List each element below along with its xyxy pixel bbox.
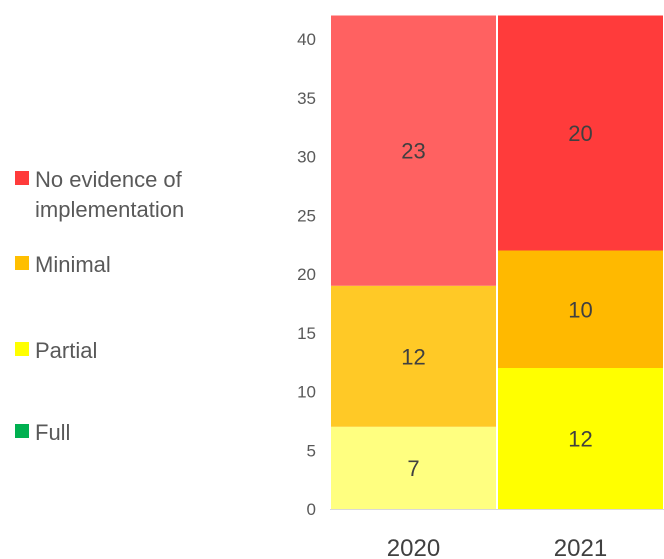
legend-swatch-partial [15, 342, 29, 356]
y-tick-label: 30 [297, 148, 316, 167]
legend-swatch-minimal [15, 256, 29, 270]
legend-label-minimal: Minimal [35, 252, 111, 277]
legend-swatch-full [15, 424, 29, 438]
legend-label-no-evidence: No evidence of implementation [35, 167, 185, 222]
x-category-label: 2020 [387, 535, 440, 559]
bar-segment [498, 250, 663, 368]
legend-label-full: Full [35, 420, 71, 445]
data-label: 12 [401, 344, 425, 369]
y-tick-label: 5 [307, 441, 316, 460]
x-category-label: 2021 [554, 535, 607, 559]
bar-segment [331, 426, 496, 509]
data-label: 12 [568, 427, 592, 452]
y-tick-label: 40 [297, 30, 316, 49]
legend-swatch-no-evidence [15, 171, 29, 185]
data-label: 7 [407, 456, 419, 481]
legend-item-partial: Partial [15, 336, 245, 366]
data-label: 23 [401, 139, 425, 164]
legend-item-no-evidence: No evidence of implementation [15, 165, 245, 225]
legend-item-minimal: Minimal [15, 250, 245, 280]
legend-label-partial: Partial [35, 338, 98, 363]
y-tick-label: 0 [307, 500, 316, 519]
legend-item-full: Full [15, 418, 245, 448]
bar-segment [498, 15, 663, 251]
y-tick-label: 25 [297, 206, 316, 225]
y-tick-label: 35 [297, 89, 316, 108]
data-label: 10 [568, 297, 592, 322]
bar-segment [331, 15, 496, 286]
bar-segment [498, 368, 663, 509]
bar-segment [331, 285, 496, 427]
y-tick-label: 20 [297, 265, 316, 284]
y-tick-label: 15 [297, 324, 316, 343]
y-tick-label: 10 [297, 383, 316, 402]
data-label: 20 [568, 121, 592, 146]
